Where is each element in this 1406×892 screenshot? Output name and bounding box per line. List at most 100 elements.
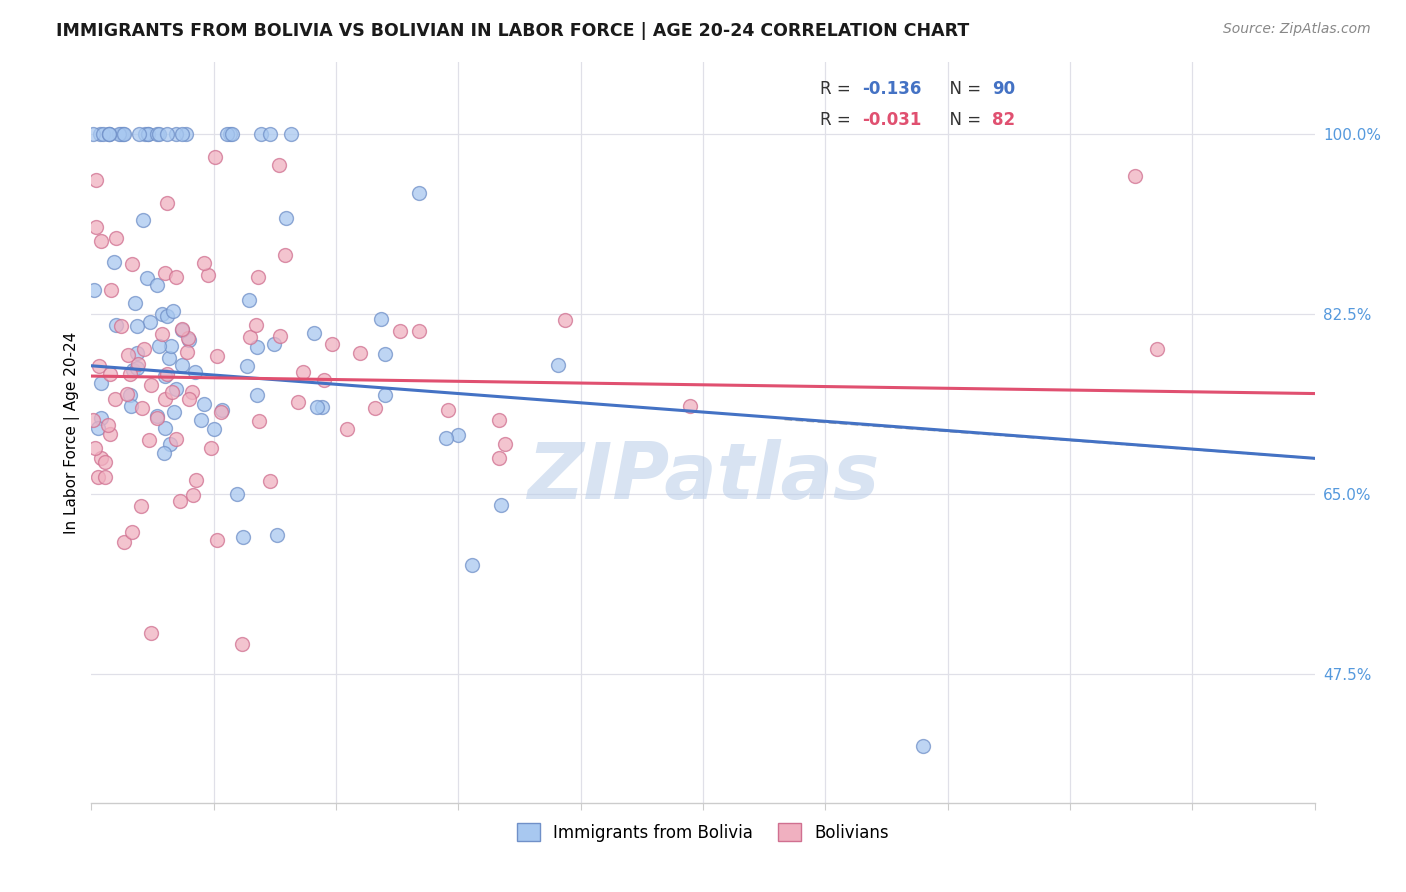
Point [118, 367, 141, 381]
Point [238, 293, 260, 307]
Point [160, 385, 183, 400]
Point [274, 248, 297, 262]
Point [263, 336, 285, 351]
Point [1146, 343, 1168, 357]
Point [117, 348, 139, 362]
Point [103, 255, 125, 269]
Point [232, 530, 254, 544]
Point [139, 626, 162, 640]
Y-axis label: In Labor Force | Age 20-24: In Labor Force | Age 20-24 [65, 332, 80, 533]
Text: N =: N = [939, 79, 987, 97]
Text: R =: R = [821, 112, 856, 129]
Point [408, 324, 430, 338]
Point [174, 128, 197, 142]
Point [112, 128, 135, 142]
Point [97, 418, 120, 433]
Point [292, 365, 315, 379]
Point [461, 558, 484, 573]
Point [269, 329, 291, 343]
Point [177, 334, 200, 348]
Point [246, 269, 269, 284]
Point [266, 528, 288, 542]
Point [169, 494, 191, 508]
Point [93, 455, 115, 469]
Point [89, 450, 111, 465]
Point [156, 128, 179, 142]
Point [156, 367, 179, 381]
Point [374, 387, 396, 401]
Point [305, 401, 328, 415]
Point [136, 270, 159, 285]
Text: Source: ZipAtlas.com: Source: ZipAtlas.com [1223, 22, 1371, 37]
Point [148, 128, 170, 142]
Point [148, 339, 170, 353]
Point [86, 219, 108, 234]
Point [98, 426, 121, 441]
Point [219, 128, 242, 142]
Point [388, 324, 411, 338]
Point [374, 347, 396, 361]
Point [100, 283, 122, 297]
Point [145, 128, 167, 142]
Point [138, 128, 160, 142]
Point [125, 360, 148, 375]
Point [159, 436, 181, 450]
Point [127, 357, 149, 371]
Point [239, 330, 262, 344]
Point [184, 365, 207, 379]
Point [131, 401, 153, 415]
Point [128, 128, 150, 142]
Point [259, 474, 281, 488]
Point [197, 268, 219, 282]
Point [215, 128, 238, 142]
Point [122, 363, 145, 377]
Point [150, 327, 173, 342]
Point [87, 421, 110, 435]
Point [156, 196, 179, 211]
Point [180, 385, 202, 400]
Point [193, 397, 215, 411]
Point [131, 499, 153, 513]
Point [145, 410, 167, 425]
Text: N =: N = [939, 112, 987, 129]
Point [115, 386, 138, 401]
Point [679, 399, 702, 413]
Point [159, 338, 181, 352]
Point [488, 450, 510, 465]
Point [118, 388, 141, 402]
Point [110, 318, 132, 333]
Point [97, 128, 120, 142]
Point [132, 342, 155, 356]
Point [204, 150, 226, 164]
Point [321, 336, 343, 351]
Point [97, 128, 120, 142]
Point [89, 359, 111, 373]
Point [190, 413, 212, 427]
Text: 90: 90 [991, 79, 1015, 97]
Point [98, 367, 121, 381]
Point [87, 470, 110, 484]
Point [488, 412, 510, 426]
Text: R =: R = [821, 79, 856, 97]
Point [408, 186, 430, 200]
Point [447, 427, 470, 442]
Point [153, 421, 176, 435]
Point [170, 128, 193, 142]
Text: -0.136: -0.136 [862, 79, 921, 97]
Point [134, 128, 156, 142]
Point [153, 445, 176, 459]
Point [226, 486, 249, 500]
Point [98, 128, 121, 142]
Point [207, 533, 229, 547]
Point [311, 400, 333, 414]
Point [153, 369, 176, 384]
Point [370, 312, 392, 326]
Point [104, 318, 127, 332]
Point [120, 399, 142, 413]
Point [84, 441, 107, 455]
Point [90, 411, 112, 425]
Point [494, 437, 516, 451]
Point [554, 312, 576, 326]
Point [112, 128, 135, 142]
Point [245, 318, 267, 332]
